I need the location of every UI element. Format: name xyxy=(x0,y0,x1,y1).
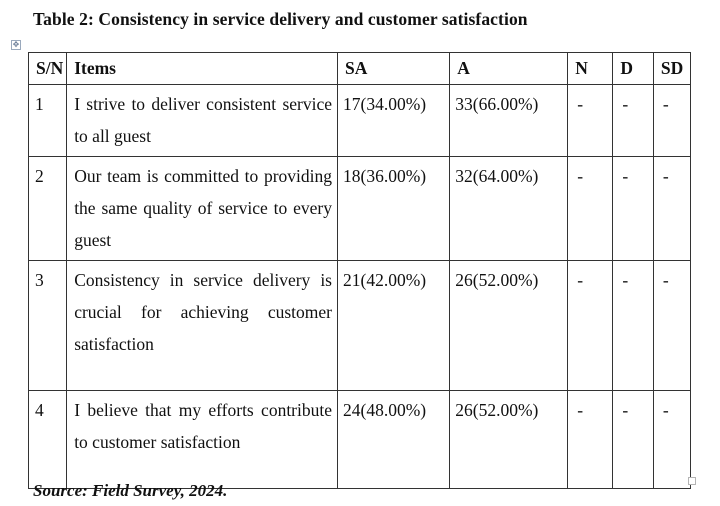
header-items: Items xyxy=(66,52,338,85)
cell-n: - xyxy=(567,156,614,261)
cell-sa: 24(48.00%) xyxy=(336,390,451,489)
cell-n: - xyxy=(567,260,614,391)
cell-item: I strive to deliver consistent service t… xyxy=(66,84,338,157)
header-d: D xyxy=(612,52,654,85)
cell-d: - xyxy=(612,390,654,489)
cell-d: - xyxy=(612,84,654,157)
table-caption: Table 2: Consistency in service delivery… xyxy=(33,9,528,29)
cell-sd: - xyxy=(652,156,692,261)
cell-sa: 21(42.00%) xyxy=(336,260,451,391)
cell-item: Our team is committed to providing the s… xyxy=(66,156,338,261)
cell-sd: - xyxy=(652,390,692,489)
table-row: 4 I believe that my efforts contribute t… xyxy=(27,390,692,489)
survey-table: S/N Items SA A N D SD 1 I strive to deli… xyxy=(27,52,692,489)
resize-handle-icon[interactable] xyxy=(688,477,696,485)
cell-a: 26(52.00%) xyxy=(449,390,569,489)
cell-d: - xyxy=(612,260,654,391)
header-a: A xyxy=(449,52,569,85)
cell-sd: - xyxy=(652,84,692,157)
cell-sd: - xyxy=(652,260,692,391)
header-sd: SD xyxy=(652,52,692,85)
cell-d: - xyxy=(612,156,654,261)
cell-a: 26(52.00%) xyxy=(449,260,569,391)
cell-item: I believe that my efforts contribute to … xyxy=(66,390,338,489)
cell-sa: 18(36.00%) xyxy=(336,156,451,261)
cell-sn: 4 xyxy=(27,390,68,489)
cell-sn: 3 xyxy=(27,260,68,391)
move-handle-icon[interactable]: ✥ xyxy=(11,40,21,50)
cell-a: 32(64.00%) xyxy=(449,156,569,261)
cell-item: Consistency in service delivery is cruci… xyxy=(66,260,338,391)
cell-sn: 2 xyxy=(27,156,68,261)
header-sa: SA xyxy=(336,52,451,85)
cell-sa: 17(34.00%) xyxy=(336,84,451,157)
header-sn: S/N xyxy=(27,52,68,85)
table-row: 3 Consistency in service delivery is cru… xyxy=(27,260,692,391)
table-row: 2 Our team is committed to providing the… xyxy=(27,156,692,261)
table-header-row: S/N Items SA A N D SD xyxy=(27,52,692,85)
source-note: Source: Field Survey, 2024. xyxy=(33,481,228,500)
header-n: N xyxy=(567,52,614,85)
cell-n: - xyxy=(567,84,614,157)
cell-n: - xyxy=(567,390,614,489)
cell-a: 33(66.00%) xyxy=(449,84,569,157)
cell-sn: 1 xyxy=(27,84,68,157)
table-row: 1 I strive to deliver consistent service… xyxy=(27,84,692,157)
